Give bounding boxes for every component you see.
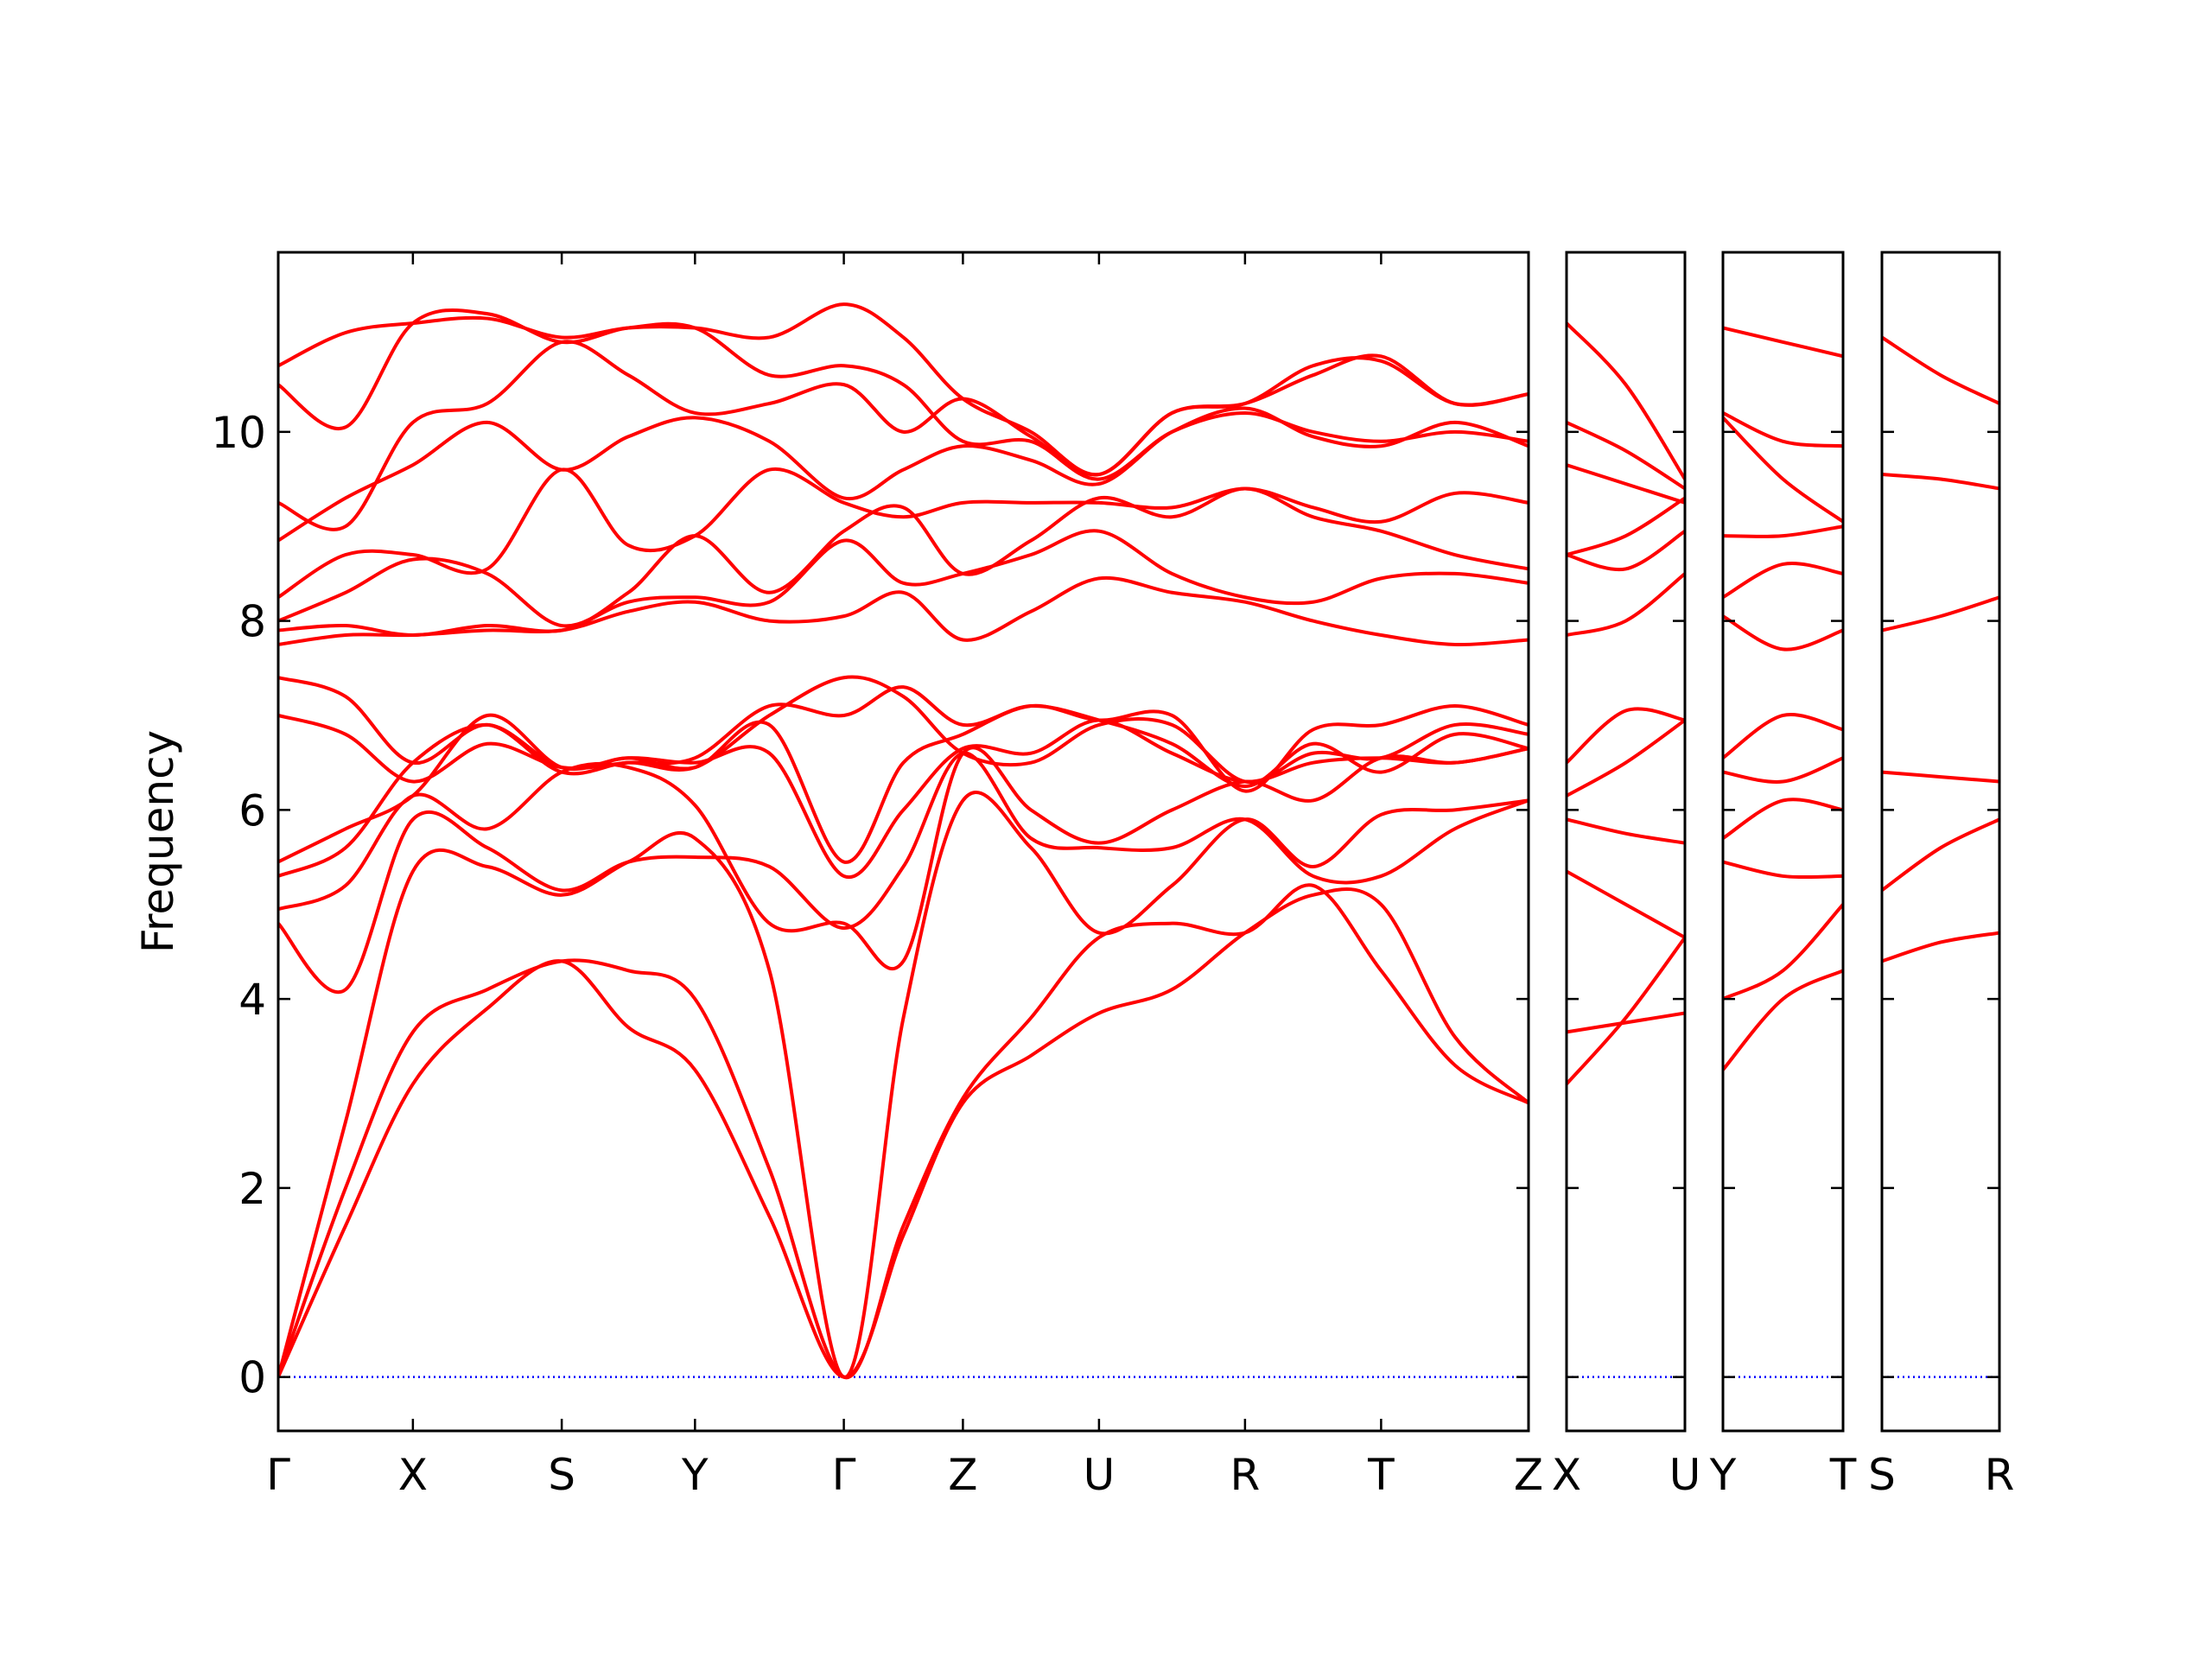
band-line [1567, 321, 1685, 480]
x-tick-label: S [1868, 1450, 1896, 1500]
plot-area [1723, 326, 1843, 1378]
x-tick-label: Γ [266, 1450, 290, 1500]
x-tick-label: T [1367, 1450, 1395, 1500]
band-line [1882, 817, 1999, 892]
y-tick-label: 0 [238, 1353, 266, 1403]
band-line [1567, 496, 1685, 556]
band-line [1882, 770, 1999, 784]
x-tick-label: Y [681, 1450, 709, 1500]
x-tick-label: Y [1709, 1450, 1737, 1500]
plot-area [1882, 335, 1999, 1378]
band-line [1723, 562, 1843, 599]
band-line [278, 529, 1529, 637]
x-tick-label: U [1669, 1450, 1701, 1500]
band-line [1567, 817, 1685, 845]
band-line [278, 718, 1529, 880]
band-line [278, 791, 1529, 1379]
band-line [1567, 707, 1685, 765]
band-line [1882, 335, 1999, 405]
band-line [278, 883, 1529, 1379]
plot-area [278, 302, 1529, 1379]
band-line [1567, 463, 1685, 505]
band-line [278, 308, 1529, 481]
x-tick-label: Z [948, 1450, 977, 1500]
y-axis-label: Frequency [133, 730, 183, 953]
axes-frame [1880, 251, 2001, 1433]
band-line [278, 746, 1529, 971]
axes-frame [1565, 251, 1687, 1433]
band-line [1723, 756, 1843, 784]
band-line [1723, 969, 1843, 1071]
y-tick-label: 4 [238, 975, 266, 1025]
band-line [1723, 903, 1843, 1001]
band-line [1567, 1011, 1685, 1034]
x-tick-label: R [1230, 1450, 1261, 1500]
band-line [1723, 798, 1843, 840]
band-line [278, 302, 1529, 477]
band-line [278, 486, 1529, 628]
axes-frame [276, 251, 1530, 1433]
plot-area [1567, 321, 1685, 1378]
x-tick-label: X [398, 1450, 428, 1500]
band-line [1723, 860, 1843, 880]
band-line [1567, 718, 1685, 798]
band-line [278, 703, 1529, 864]
panel: 0 2 4 6 8 10 Γ X S Y Γ Z U R T Z Frequency [133, 251, 1543, 1500]
band-line [278, 467, 1529, 599]
band-line [1723, 524, 1843, 538]
band-line [278, 685, 1529, 789]
x-tick-label: X [1552, 1450, 1581, 1500]
x-tick-label: T [1829, 1450, 1857, 1500]
x-tick-label: R [1985, 1450, 2015, 1500]
y-tick-label: 2 [238, 1164, 266, 1214]
band-line [1723, 411, 1843, 448]
band-line [1723, 713, 1843, 760]
axes-frame [1721, 251, 1845, 1433]
band-line [278, 751, 1529, 995]
y-tick-label: 10 [211, 408, 266, 458]
x-tick-label: Z [1514, 1450, 1543, 1500]
x-tick-label: S [548, 1450, 575, 1500]
band-line [278, 675, 1529, 785]
band-line [1882, 595, 1999, 632]
band-line [1723, 326, 1843, 359]
x-tick-label: Γ [832, 1450, 856, 1500]
band-line [1723, 614, 1843, 652]
band-line [1723, 416, 1843, 524]
band-line [278, 575, 1529, 647]
y-tick-label: 8 [238, 597, 266, 647]
band-line [1882, 473, 1999, 491]
band-line [1567, 869, 1685, 939]
band-line [1567, 936, 1685, 1085]
y-tick-label: 6 [238, 785, 266, 836]
band-line [1567, 572, 1685, 637]
band-line [278, 340, 1529, 531]
band-line [1567, 529, 1685, 572]
band-line [278, 406, 1529, 543]
band-line [1882, 931, 1999, 963]
x-tick-label: U [1084, 1450, 1116, 1500]
band-line [1567, 421, 1685, 491]
